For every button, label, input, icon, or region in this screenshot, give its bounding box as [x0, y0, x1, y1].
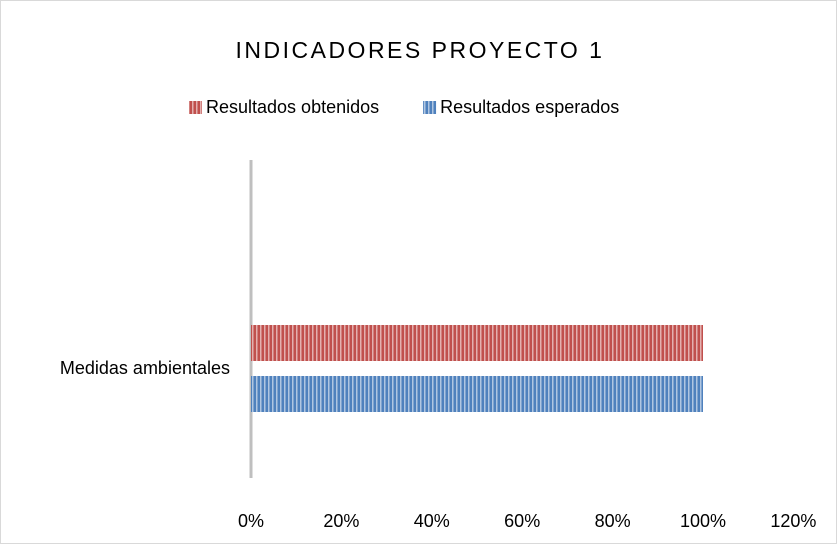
- x-tick-label: 20%: [323, 511, 359, 531]
- legend-swatch: [423, 101, 437, 114]
- legend-label: Resultados obtenidos: [206, 97, 379, 117]
- x-tick-label: 80%: [595, 511, 631, 531]
- x-tick-label: 60%: [504, 511, 540, 531]
- x-tick-label: 100%: [680, 511, 726, 531]
- bar: [251, 325, 703, 361]
- y-tick-label: Medidas ambientales: [60, 358, 230, 378]
- legend-label: Resultados esperados: [440, 97, 619, 117]
- chart-title: INDICADORES PROYECTO 1: [236, 37, 605, 63]
- x-tick-label: 0%: [238, 511, 264, 531]
- x-tick-label: 40%: [414, 511, 450, 531]
- bar: [251, 376, 703, 412]
- x-tick-label: 120%: [770, 511, 816, 531]
- legend-swatch: [189, 101, 202, 114]
